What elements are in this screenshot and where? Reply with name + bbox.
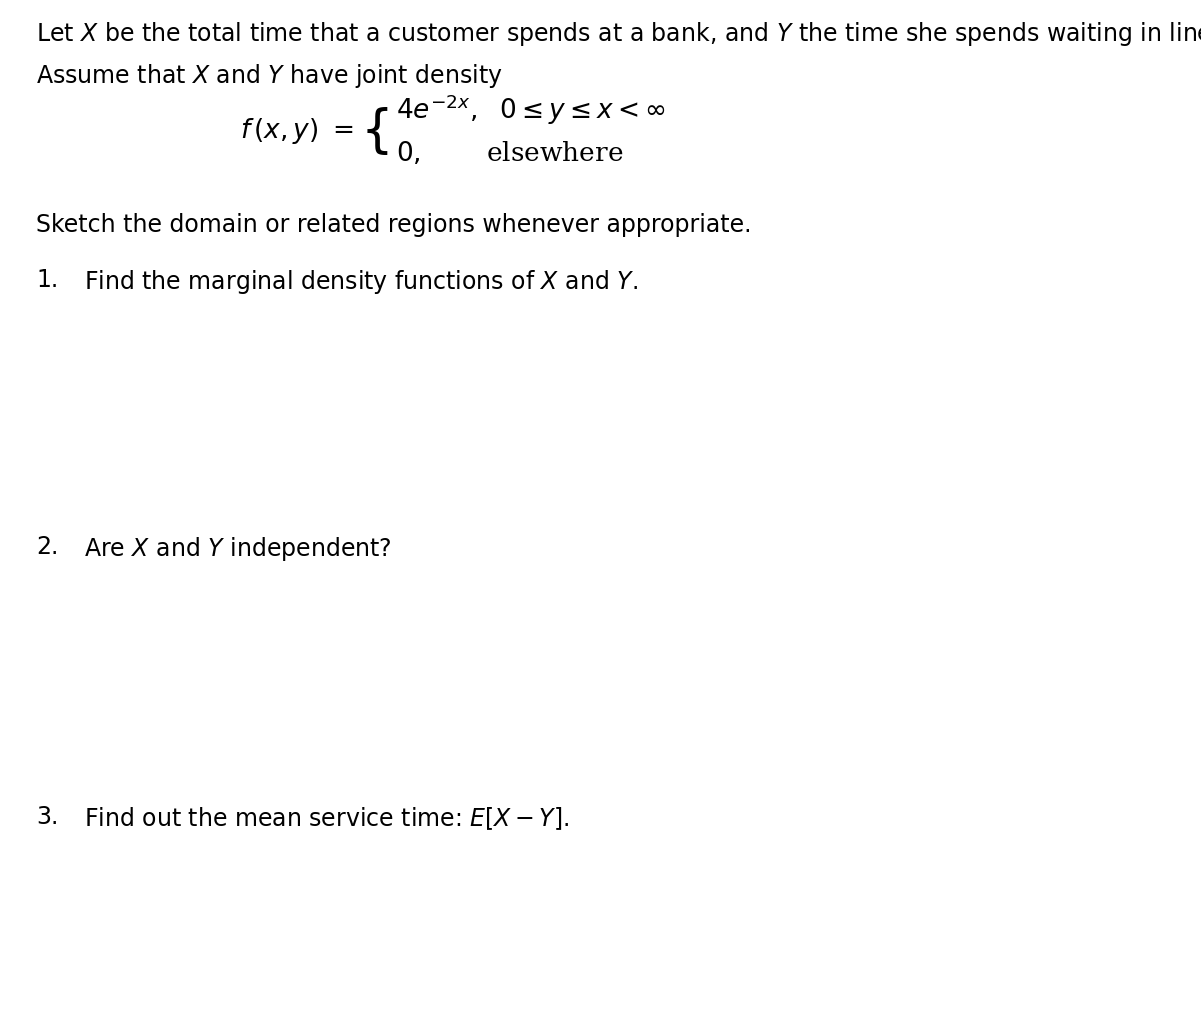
Text: Are $X$ and $Y$ independent?: Are $X$ and $Y$ independent? bbox=[84, 535, 392, 563]
Text: Find out the mean service time: $E[X - Y]$.: Find out the mean service time: $E[X - Y… bbox=[84, 805, 569, 832]
Text: Assume that $X$ and $Y$ have joint density: Assume that $X$ and $Y$ have joint densi… bbox=[36, 62, 503, 90]
Text: 1.: 1. bbox=[36, 268, 59, 292]
Text: Find the marginal density functions of $X$ and $Y$.: Find the marginal density functions of $… bbox=[84, 268, 638, 296]
Text: Sketch the domain or related regions whenever appropriate.: Sketch the domain or related regions whe… bbox=[36, 213, 752, 237]
Text: $4e^{-2x},\ \ 0 \leq y \leq x < \infty$: $4e^{-2x},\ \ 0 \leq y \leq x < \infty$ bbox=[396, 93, 667, 127]
Text: $f\,(x,y)\ =$: $f\,(x,y)\ =$ bbox=[240, 117, 354, 146]
Text: $0,\qquad$ elsewhere: $0,\qquad$ elsewhere bbox=[396, 138, 623, 166]
Text: $\left\{\ \right.$: $\left\{\ \right.$ bbox=[360, 105, 389, 157]
Text: Let $X$ be the total time that a customer spends at a bank, and $Y$ the time she: Let $X$ be the total time that a custome… bbox=[36, 20, 1201, 48]
Text: 3.: 3. bbox=[36, 805, 59, 829]
Text: 2.: 2. bbox=[36, 535, 59, 559]
